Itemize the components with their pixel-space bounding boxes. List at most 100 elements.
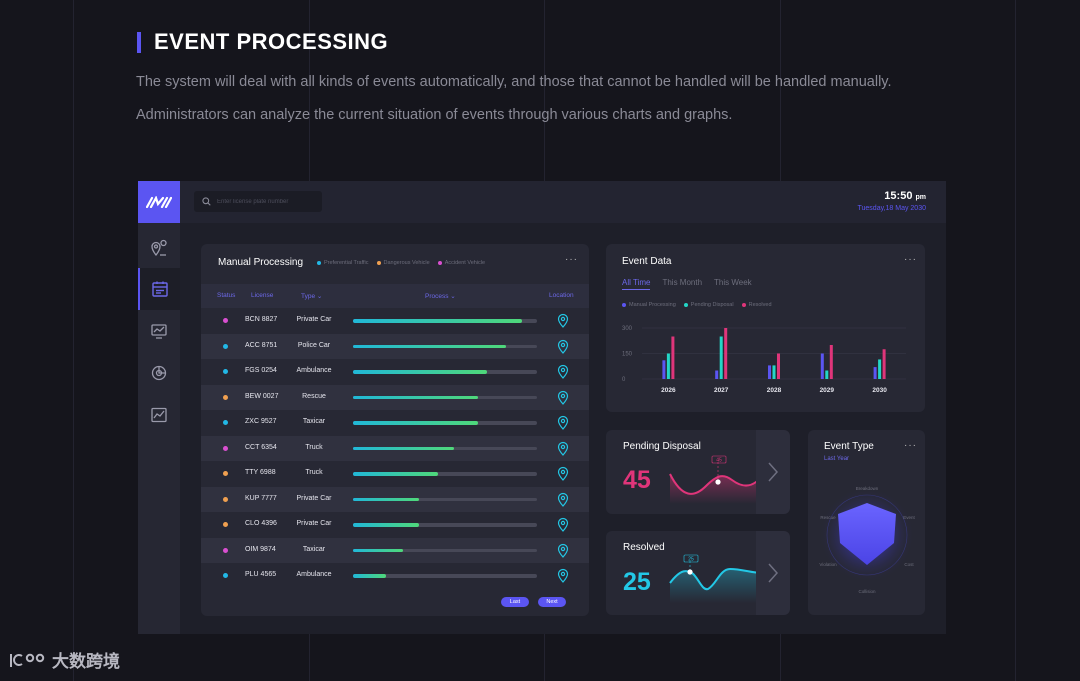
clock-time: 15:50 (884, 190, 913, 202)
location-button[interactable] (557, 466, 569, 483)
watermark-logo-icon (10, 653, 45, 667)
legend-swatch (683, 303, 688, 307)
search-input[interactable] (217, 198, 317, 205)
chevron-right-icon (768, 462, 779, 482)
bar[interactable] (882, 349, 886, 379)
search-box[interactable] (194, 191, 322, 212)
col-status: Status (217, 292, 236, 299)
sidebar-item-trend[interactable] (138, 310, 180, 352)
progress-track (353, 574, 537, 578)
sidebar-item-pie[interactable] (138, 352, 180, 394)
table-row[interactable]: ACC 8751 Police Car (201, 333, 589, 359)
progress-track (353, 421, 537, 425)
location-button[interactable] (557, 517, 569, 534)
progress-fill (353, 344, 506, 348)
status-dot (223, 573, 228, 578)
resolved-next-arrow[interactable] (756, 531, 790, 615)
line-chart-icon (151, 407, 167, 423)
bar[interactable] (777, 353, 780, 380)
more-options-button[interactable]: ··· (904, 254, 917, 265)
clock-ampm: pm (915, 194, 927, 201)
tab-this-week[interactable]: This Week (714, 278, 752, 287)
chevron-right-icon (768, 563, 779, 583)
table-row[interactable]: BEW 0027 Rescue (201, 384, 589, 410)
bar[interactable] (768, 365, 771, 379)
progress-fill (353, 319, 523, 323)
table-row[interactable]: KUP 7777 Private Car (201, 486, 589, 512)
location-button[interactable] (557, 390, 569, 407)
event-data-title: Event Data (622, 256, 672, 267)
bar[interactable] (772, 365, 776, 379)
more-options-button[interactable]: ··· (565, 254, 578, 265)
sidebar-item-map[interactable] (138, 227, 180, 269)
section-description-2: Administrators can analyze the current s… (136, 107, 733, 123)
location-button[interactable] (557, 568, 569, 585)
license-cell: ACC 8751 (245, 341, 278, 349)
status-dot (223, 522, 228, 527)
table-row[interactable]: CCT 6354 Truck (201, 435, 589, 461)
table-row[interactable]: TTY 6988 Truck (201, 461, 589, 487)
watermark: 大数跨境 (8, 647, 120, 672)
col-location: Location (549, 292, 574, 299)
col-license[interactable]: License (251, 292, 274, 299)
col-process[interactable]: Process ⌄ (425, 293, 456, 300)
more-options-button[interactable]: ··· (904, 440, 917, 451)
manual-processing-panel: Manual Processing Preferential Traffic D… (201, 244, 589, 616)
location-button[interactable] (557, 492, 569, 509)
radar-label-rescue: Rescue (820, 515, 836, 520)
progress-track (353, 395, 537, 399)
license-cell: PLU 4565 (245, 571, 277, 578)
table-row[interactable]: FGS 0254 Ambulance (201, 359, 589, 385)
y-tick-label: 0 (622, 377, 626, 383)
tab-all-time[interactable]: All Time (622, 278, 651, 290)
legend-item: Preferential Traffic (317, 260, 369, 266)
bar[interactable] (719, 336, 723, 380)
progress-track (353, 344, 537, 348)
col-type[interactable]: Type ⌄ (301, 293, 323, 300)
legend-item: Dangerous Vehicle (376, 260, 430, 266)
bar[interactable] (820, 353, 824, 380)
bar[interactable] (878, 359, 882, 379)
progress-fill (353, 395, 479, 399)
location-button[interactable] (557, 313, 569, 330)
event-bar-chart: 300 150 0 2026 2027 2028 2029 2030 (622, 326, 906, 394)
location-pin-icon (557, 517, 569, 532)
table-row[interactable]: ZXC 9527 Taxicar (201, 410, 589, 436)
sidebar-item-analytics[interactable] (138, 394, 180, 436)
location-button[interactable] (557, 415, 569, 432)
status-dot (223, 471, 228, 476)
location-button[interactable] (557, 339, 569, 356)
y-tick-label: 150 (622, 352, 633, 358)
next-button[interactable]: Next (538, 597, 566, 607)
pending-next-arrow[interactable] (756, 430, 790, 514)
location-pin-icon (557, 415, 569, 430)
bar[interactable] (825, 370, 829, 380)
status-dot (223, 318, 228, 323)
sidebar-item-calendar[interactable] (138, 268, 180, 310)
bar[interactable] (715, 370, 719, 380)
license-cell: CLO 4396 (245, 520, 277, 527)
bar[interactable] (662, 360, 666, 379)
location-button[interactable] (557, 364, 569, 381)
section-title: EVENT PROCESSING (154, 29, 389, 54)
location-pin-icon (557, 568, 569, 583)
location-button[interactable] (557, 543, 569, 560)
table-row[interactable]: PLU 4565 Ambulance (201, 563, 589, 589)
bar[interactable] (724, 328, 728, 379)
status-dot (223, 369, 228, 374)
last-button[interactable]: Last (501, 597, 529, 607)
table-row[interactable]: OIM 9874 Taxicar (201, 537, 589, 563)
status-dot (223, 343, 228, 349)
bar[interactable] (671, 336, 675, 380)
bar[interactable] (873, 367, 877, 379)
table-row[interactable]: CLO 4396 Private Car (201, 512, 589, 538)
location-button[interactable] (557, 441, 569, 458)
table-row[interactable]: BCN 8827 Private Car (201, 308, 589, 334)
app-logo[interactable] (138, 181, 180, 223)
tab-this-month[interactable]: This Month (662, 278, 703, 287)
bar[interactable] (666, 353, 670, 380)
bar[interactable] (829, 345, 833, 379)
clock: 15:50 pm Tuesday,18 May 2030 (858, 190, 927, 212)
pending-disposal-title: Pending Disposal (623, 441, 701, 452)
event-data-panel: Event Data ··· All Time This Month This … (606, 244, 925, 412)
